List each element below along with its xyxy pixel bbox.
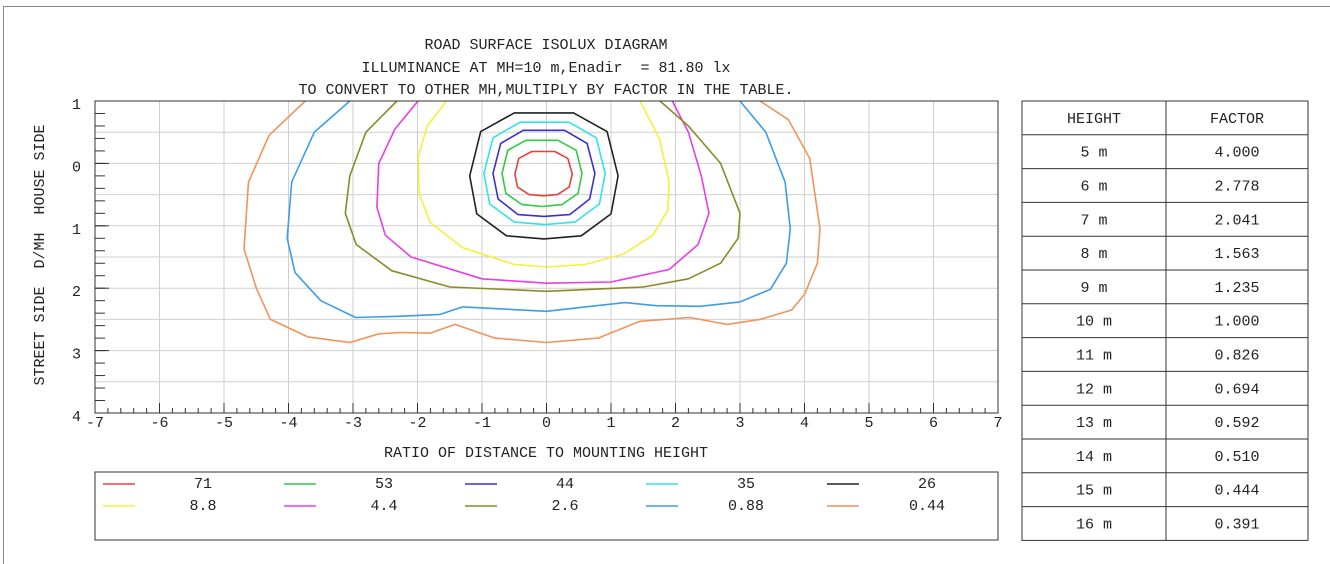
isolux-line bbox=[344, 100, 741, 293]
table-cell: 4.000 bbox=[1214, 145, 1259, 162]
table-cell: 0.592 bbox=[1214, 415, 1259, 432]
isolux-line bbox=[492, 129, 596, 218]
plot-area bbox=[94, 100, 999, 414]
table-cell: 1.000 bbox=[1214, 314, 1259, 331]
chart-title: ROAD SURFACE ISOLUX DIAGRAM bbox=[424, 37, 667, 54]
table-cell: HEIGHT bbox=[1067, 111, 1121, 128]
table-cell: FACTOR bbox=[1210, 111, 1264, 128]
legend-label: 26 bbox=[918, 476, 936, 493]
legend-label: 44 bbox=[556, 476, 574, 493]
legend-label: 35 bbox=[737, 476, 755, 493]
x-tick-label: -2 bbox=[408, 415, 426, 432]
chart-subtitle: TO CONVERT TO OTHER MH,MULTIPLY BY FACTO… bbox=[298, 82, 793, 99]
y-tick-label: 1 bbox=[72, 222, 81, 239]
table-cell: 0.694 bbox=[1214, 381, 1259, 398]
table-cell: 0.826 bbox=[1214, 347, 1259, 364]
y-tick-label: 3 bbox=[72, 347, 81, 364]
table-cell: 0.444 bbox=[1214, 483, 1259, 500]
table-cell: 8 m bbox=[1080, 246, 1107, 263]
x-tick-label: -5 bbox=[215, 415, 233, 432]
y-tick-label: 1 bbox=[72, 97, 81, 114]
table-cell: 12 m bbox=[1076, 381, 1112, 398]
legend-label: 0.44 bbox=[909, 498, 945, 515]
table-cell: 13 m bbox=[1076, 415, 1112, 432]
x-tick-label: -7 bbox=[86, 415, 104, 432]
x-tick-label: -6 bbox=[150, 415, 168, 432]
isolux-line bbox=[417, 100, 670, 268]
x-tick-label: 3 bbox=[735, 415, 744, 432]
legend-label: 53 bbox=[375, 476, 393, 493]
legend-label: 4.4 bbox=[370, 498, 397, 515]
table-cell: 14 m bbox=[1076, 449, 1112, 466]
y-axis-label: STREET SIDE D/MH HOUSE SIDE bbox=[32, 124, 49, 385]
isolux-line bbox=[483, 121, 606, 226]
x-tick-label: -3 bbox=[344, 415, 362, 432]
table-cell: 11 m bbox=[1076, 347, 1112, 364]
table-cell: 5 m bbox=[1080, 145, 1107, 162]
legend bbox=[94, 471, 999, 541]
table-cell: 1.563 bbox=[1214, 246, 1259, 263]
isolux-line bbox=[468, 112, 619, 240]
x-tick-label: 1 bbox=[606, 415, 615, 432]
table-cell: 0.391 bbox=[1214, 516, 1259, 533]
table-cell: 6 m bbox=[1080, 178, 1107, 195]
table-cell: 15 m bbox=[1076, 483, 1112, 500]
isolux-line bbox=[243, 100, 821, 344]
x-tick-label: 0 bbox=[542, 415, 551, 432]
table-cell: 2.778 bbox=[1214, 178, 1259, 195]
legend-label: 71 bbox=[194, 476, 212, 493]
chart-subtitle: ILLUMINANCE AT MH=10 m,Enadir = 81.80 lx bbox=[361, 60, 730, 77]
legend-label: 2.6 bbox=[551, 498, 578, 515]
x-tick-label: -4 bbox=[279, 415, 297, 432]
table-cell: 1.235 bbox=[1214, 280, 1259, 297]
table-cell: 2.041 bbox=[1214, 212, 1259, 229]
y-tick-label: 0 bbox=[72, 159, 81, 176]
isolux-line bbox=[376, 100, 710, 284]
x-axis-label: RATIO OF DISTANCE TO MOUNTING HEIGHT bbox=[384, 445, 708, 462]
y-tick-label: 4 bbox=[72, 409, 81, 426]
y-tick-label: 2 bbox=[72, 284, 81, 301]
factor-table bbox=[1021, 100, 1309, 541]
x-tick-label: 4 bbox=[800, 415, 809, 432]
table-cell: 9 m bbox=[1080, 280, 1107, 297]
isolux-line bbox=[286, 100, 792, 319]
x-tick-label: 2 bbox=[671, 415, 680, 432]
table-cell: 10 m bbox=[1076, 314, 1112, 331]
x-tick-label: 6 bbox=[929, 415, 938, 432]
legend-label: 8.8 bbox=[189, 498, 216, 515]
table-cell: 16 m bbox=[1076, 516, 1112, 533]
isolux-line bbox=[501, 139, 583, 208]
legend-label: 0.88 bbox=[728, 498, 764, 515]
isolux-line bbox=[514, 150, 574, 197]
frame bbox=[3, 6, 1330, 564]
x-tick-label: 5 bbox=[864, 415, 873, 432]
x-tick-label: 7 bbox=[993, 415, 1002, 432]
x-tick-label: -1 bbox=[473, 415, 491, 432]
table-cell: 7 m bbox=[1080, 212, 1107, 229]
table-cell: 0.510 bbox=[1214, 449, 1259, 466]
